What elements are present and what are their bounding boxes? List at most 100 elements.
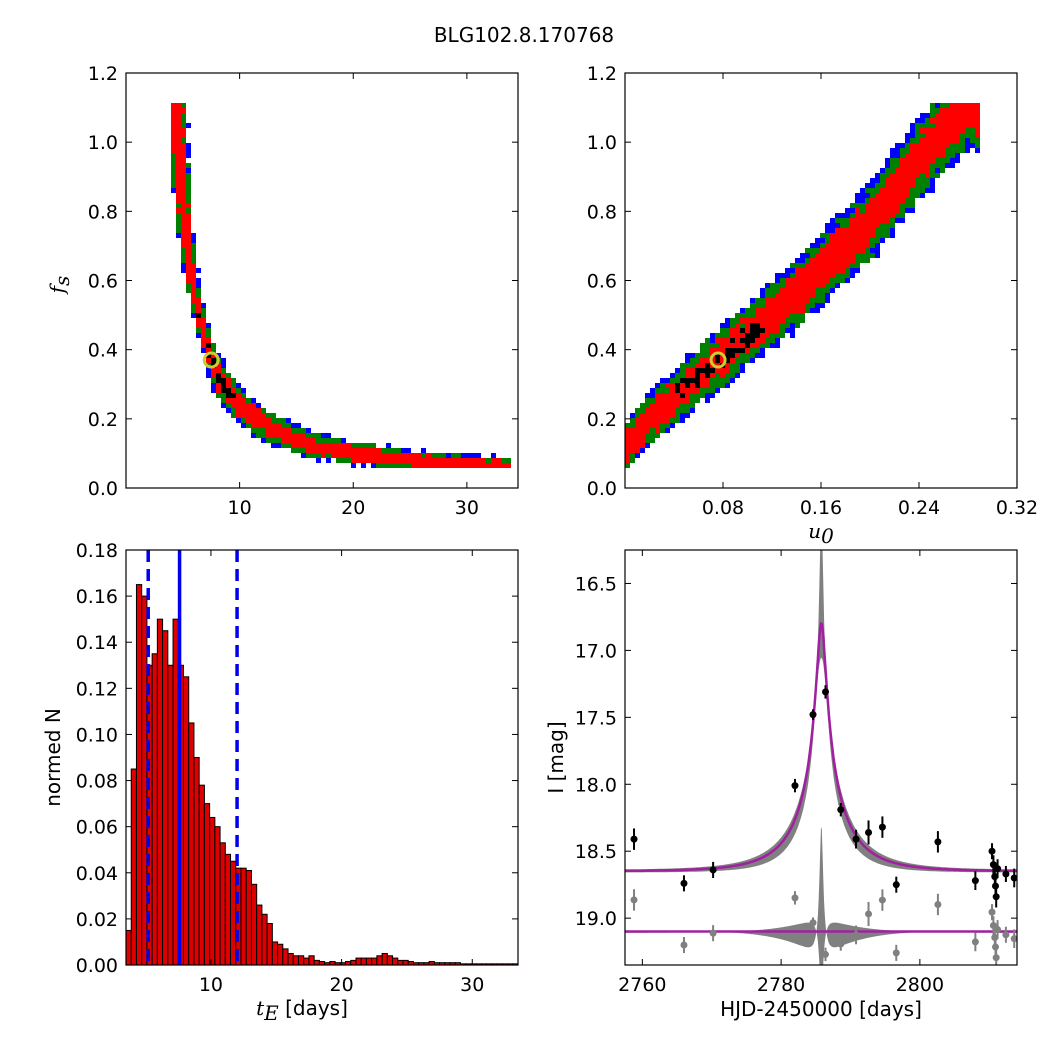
heatmap-cell (895, 198, 900, 203)
heatmap-cell (890, 198, 895, 203)
heatmap-cell (685, 393, 690, 398)
heatmap-cell (765, 323, 770, 328)
heatmap-cell (805, 293, 810, 298)
heatmap-cell (935, 103, 940, 108)
histogram-bar (198, 784, 205, 966)
heatmap-cell (835, 228, 840, 233)
heatmap-cell (356, 448, 361, 453)
heatmap-cell (845, 218, 850, 223)
heatmap-cell (815, 283, 820, 288)
heatmap-cell (191, 258, 196, 263)
heatmap-cell (835, 218, 840, 223)
heatmap-cell (860, 188, 865, 193)
heatmap-cell (835, 283, 840, 288)
heatmap-cell (281, 423, 286, 428)
heatmap-cell (241, 413, 246, 418)
heatmap-cell (760, 353, 765, 358)
heatmap-cell (271, 428, 276, 433)
heatmap-cell (745, 333, 750, 338)
heatmap-cell (286, 438, 291, 443)
heatmap-cell (900, 173, 905, 178)
heatmap-cell (825, 263, 830, 268)
heatmap-cell (730, 378, 735, 383)
heatmap-cell (675, 388, 680, 393)
heatmap-cell (650, 388, 655, 393)
heatmap-cell (655, 403, 660, 408)
heatmap-cell (795, 283, 800, 288)
heatmap-cell (655, 413, 660, 418)
heatmap-cell (785, 303, 790, 308)
heatmap-cell (181, 178, 186, 183)
heatmap-cell (870, 198, 875, 203)
heatmap-cell (321, 438, 326, 443)
heatmap-cell (785, 328, 790, 333)
heatmap-cell (835, 233, 840, 238)
heatmap-cell (830, 278, 835, 283)
heatmap-cell (401, 463, 406, 468)
data-point (892, 881, 900, 889)
heatmap-cell (276, 438, 281, 443)
heatmap-cell (745, 308, 750, 313)
data-point (1002, 870, 1010, 878)
histogram-bar (214, 826, 221, 966)
heatmap-cell (176, 133, 181, 138)
heatmap-cell (680, 363, 685, 368)
heatmap-cell (745, 338, 750, 343)
heatmap-cell (845, 258, 850, 263)
heatmap-cell (221, 398, 226, 403)
heatmap-cell (361, 453, 366, 458)
heatmap-cell (710, 338, 715, 343)
heatmap-cell (665, 393, 670, 398)
heatmap-cell (670, 403, 675, 408)
heatmap-cell (890, 183, 895, 188)
heatmap-cell (645, 408, 650, 413)
heatmap-cell (900, 188, 905, 193)
heatmap-cell (690, 353, 695, 358)
heatmap-cell (266, 433, 271, 438)
heatmap-cell (925, 183, 930, 188)
heatmap-cell (690, 398, 695, 403)
heatmap-cell (790, 278, 795, 283)
heatmap-cell (421, 463, 426, 468)
heatmap-cell (820, 298, 825, 303)
heatmap-cell (740, 308, 745, 313)
heatmap-cell (900, 153, 905, 158)
heatmap-cell (281, 428, 286, 433)
heatmap-cell (276, 433, 281, 438)
heatmap-cell (820, 238, 825, 243)
heatmap-cell (930, 168, 935, 173)
heatmap-cell (630, 428, 635, 433)
heatmap-cell (965, 113, 970, 118)
heatmap-cell (870, 223, 875, 228)
heatmap-cell (675, 393, 680, 398)
heatmap-cell (376, 453, 381, 458)
heatmap-cell (785, 273, 790, 278)
heatmap-cell (176, 113, 181, 118)
heatmap-cell (890, 163, 895, 168)
heatmap-cell (735, 363, 740, 368)
heatmap-cell (176, 198, 181, 203)
heatmap-cell (910, 158, 915, 163)
heatmap-cell (805, 303, 810, 308)
heatmap-cell (670, 393, 675, 398)
heatmap-cell (755, 323, 760, 328)
data-point (791, 782, 799, 790)
heatmap-cell (236, 418, 241, 423)
heatmap-cell (311, 438, 316, 443)
heatmap-cell (875, 233, 880, 238)
data-point (865, 828, 873, 836)
heatmap-cell (825, 268, 830, 273)
heatmap-cell (406, 453, 411, 458)
heatmap-cell (955, 148, 960, 153)
heatmap-cell (176, 188, 181, 193)
heatmap-cell (885, 163, 890, 168)
heatmap-cell (226, 398, 231, 403)
heatmap-cell (970, 103, 975, 108)
heatmap-cell (975, 148, 980, 153)
heatmap-cell (890, 178, 895, 183)
heatmap-cell (780, 283, 785, 288)
heatmap-cell (830, 223, 835, 228)
heatmap-cell (740, 368, 745, 373)
heatmap-cell (870, 208, 875, 213)
heatmap-cell (720, 348, 725, 353)
